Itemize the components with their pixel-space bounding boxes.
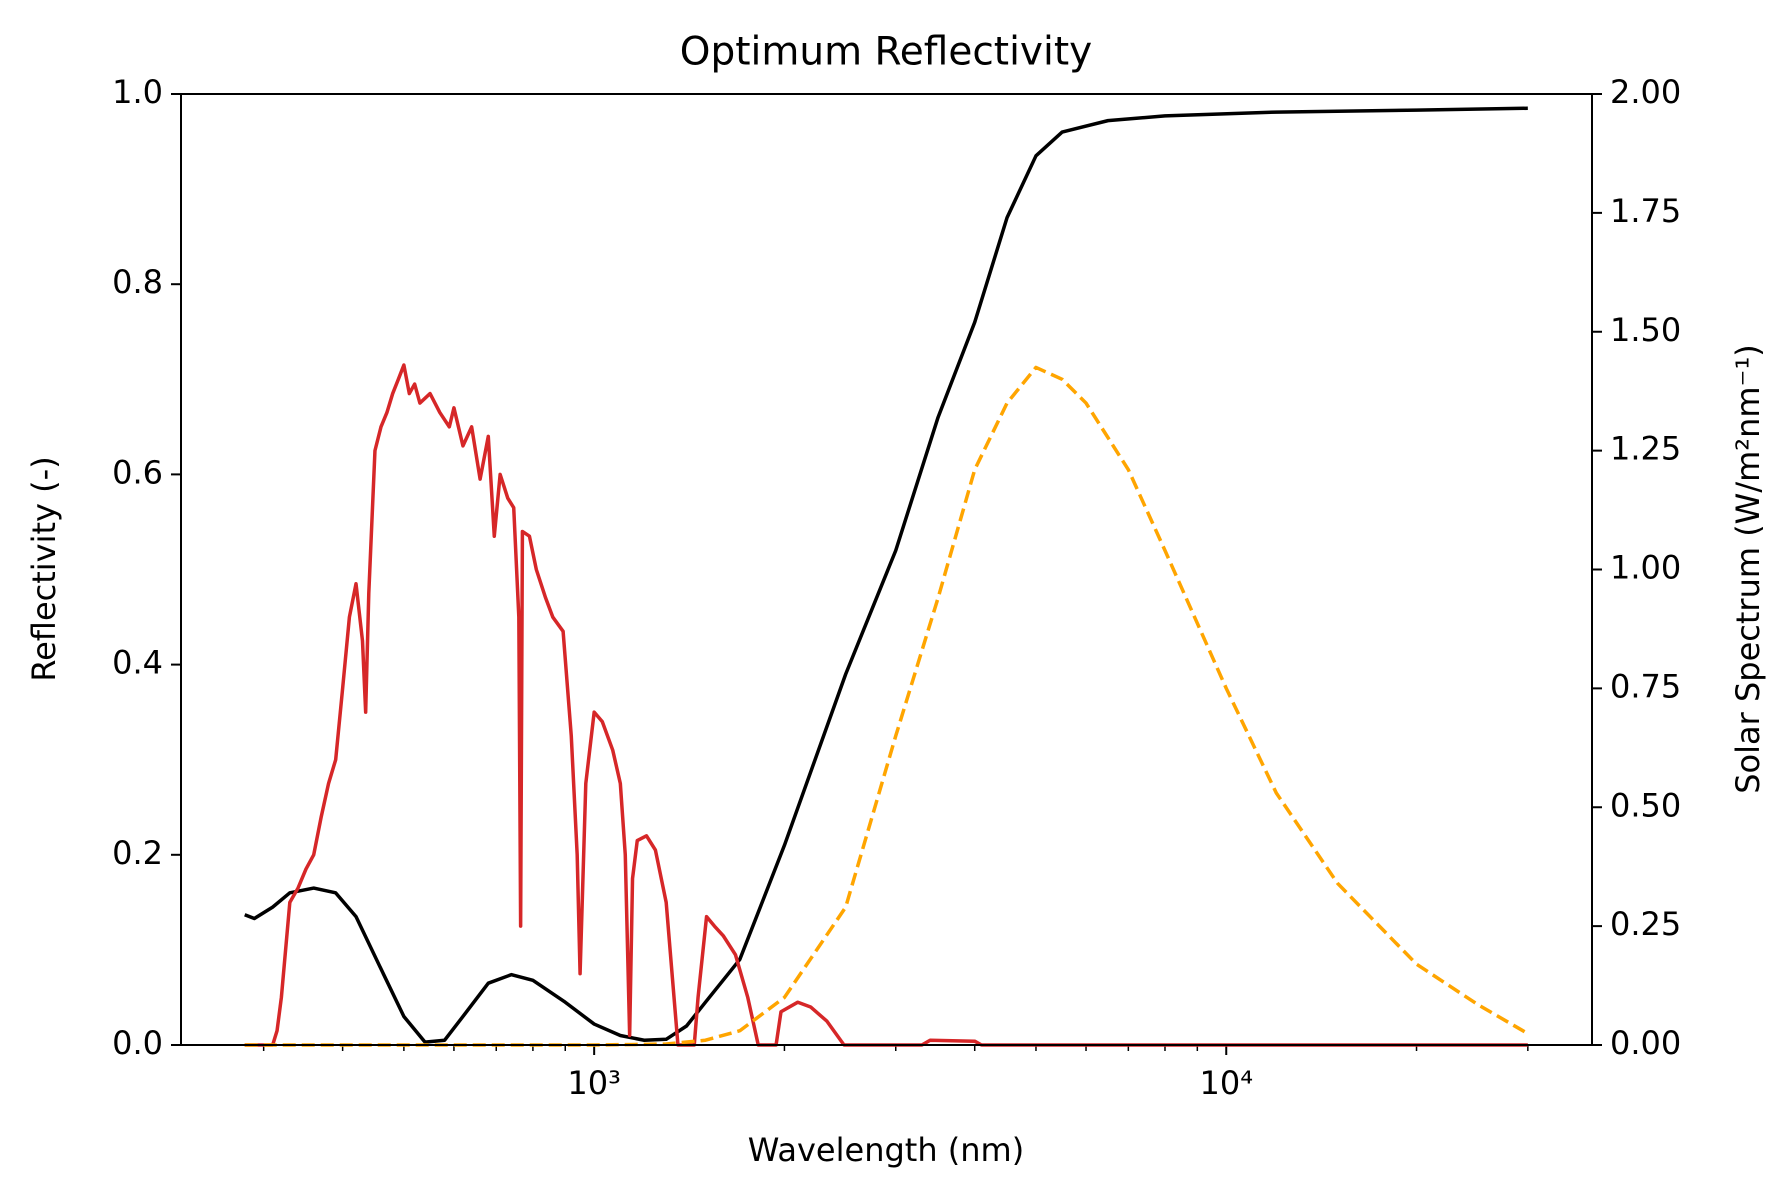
series-line [244,363,1528,1047]
series-line [244,365,1529,1047]
y-tick-label: 0.8 [112,263,163,301]
x-axis-label: Wavelength (nm) [748,1131,1024,1169]
x-tick-label: 10⁴ [1199,1064,1253,1102]
y2-tick-label: 1.00 [1610,549,1681,587]
x-tick-label: 10³ [567,1064,621,1102]
plot-frame [180,93,1593,1046]
y2-tick-label: 0.00 [1610,1024,1681,1062]
y-tick-label: 0.0 [112,1024,163,1062]
chart-title: Optimum Reflectivity [680,30,1092,75]
y-axis-label: Reflectivity (-) [25,456,63,681]
y2-tick-label: 0.50 [1610,786,1681,824]
y-tick-label: 1.0 [112,73,163,111]
y2-tick-label: 1.75 [1610,192,1681,230]
y2-tick-label: 0.75 [1610,667,1681,705]
series-line [244,106,1528,1044]
y-tick-label: 0.2 [112,834,163,872]
y2-tick-label: 1.50 [1610,311,1681,349]
y-tick-label: 0.4 [112,644,163,682]
y2-tick-label: 2.00 [1610,73,1681,111]
y2-tick-label: 0.25 [1610,905,1681,943]
y-tick-label: 0.6 [112,453,163,491]
y2-tick-label: 1.25 [1610,430,1681,468]
y2-axis-label: Solar Spectrum (W/m²nm⁻¹) [1729,344,1767,794]
